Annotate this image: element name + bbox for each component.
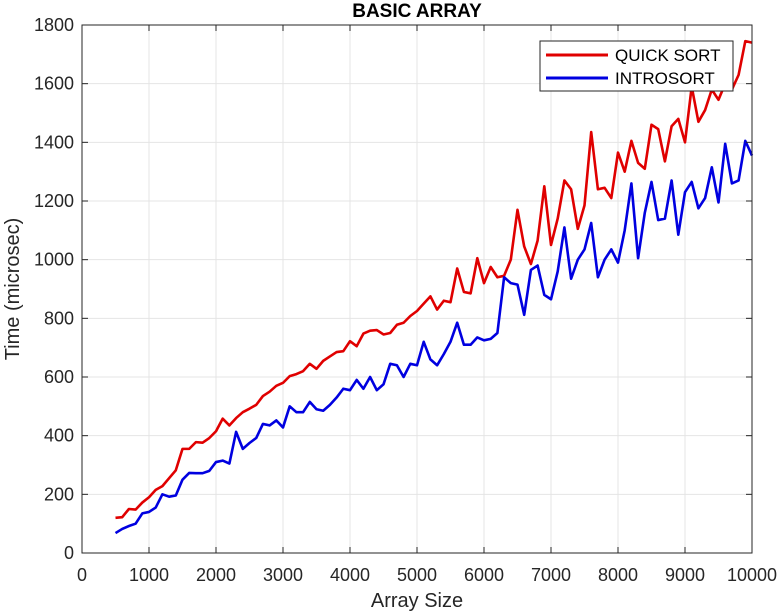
- y-tick-label: 1400: [34, 132, 74, 152]
- x-tick-label: 4000: [330, 565, 370, 585]
- legend-label-introsort: INTROSORT: [615, 69, 715, 88]
- x-tick-label: 9000: [665, 565, 705, 585]
- series-layer: [114, 39, 754, 535]
- chart-title: BASIC ARRAY: [352, 1, 482, 22]
- x-tick-label: 2000: [196, 565, 236, 585]
- y-tick-label: 1000: [34, 250, 74, 270]
- x-tick-label: 0: [77, 565, 87, 585]
- series-line-quick-sort: [115, 39, 753, 520]
- y-tick-label: 400: [44, 426, 74, 446]
- x-tick-label: 10000: [727, 565, 777, 585]
- x-tick-label: 6000: [464, 565, 504, 585]
- x-tick-label: 5000: [397, 565, 437, 585]
- x-tick-label: 7000: [531, 565, 571, 585]
- y-tick-label: 1600: [34, 74, 74, 94]
- y-tick-label: 0: [64, 543, 74, 563]
- legend: QUICK SORT INTROSORT: [539, 40, 734, 92]
- y-tick-label: 600: [44, 367, 74, 387]
- series-line-introsort: [114, 139, 754, 535]
- y-tick-label: 1800: [34, 15, 74, 35]
- y-axis-label: Time (microsec): [2, 218, 24, 361]
- x-axis-label: Array Size: [371, 590, 463, 612]
- y-tick-label: 1200: [34, 191, 74, 211]
- y-tick-label: 800: [44, 308, 74, 328]
- y-tick-label: 200: [44, 484, 74, 504]
- legend-box: [539, 40, 734, 92]
- legend-label-quick-sort: QUICK SORT: [615, 46, 720, 65]
- x-tick-label: 3000: [263, 565, 303, 585]
- axis-ticks: 0 1000 2000 3000 4000 5000 6000 7000 8000 9000 100…: [34, 15, 777, 585]
- x-tick-label: 8000: [598, 565, 638, 585]
- x-tick-label: 1000: [129, 565, 169, 585]
